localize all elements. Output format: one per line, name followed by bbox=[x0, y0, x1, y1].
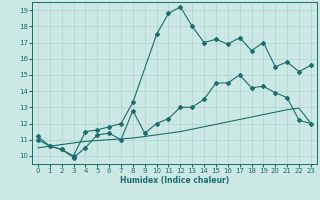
X-axis label: Humidex (Indice chaleur): Humidex (Indice chaleur) bbox=[120, 176, 229, 185]
